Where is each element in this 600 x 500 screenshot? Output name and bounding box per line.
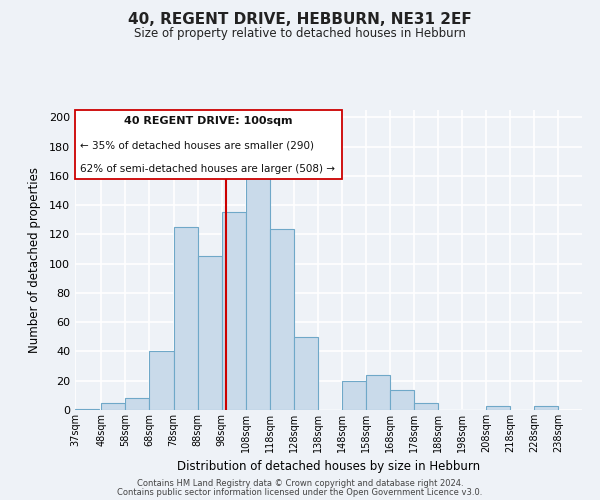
Text: 62% of semi-detached houses are larger (508) →: 62% of semi-detached houses are larger (… (80, 164, 335, 174)
Bar (293, 337, 317, 410)
Bar (486, 406, 510, 410)
Text: 40, REGENT DRIVE, HEBBURN, NE31 2EF: 40, REGENT DRIVE, HEBBURN, NE31 2EF (128, 12, 472, 28)
Bar (414, 402, 438, 410)
Text: Size of property relative to detached houses in Hebburn: Size of property relative to detached ho… (134, 28, 466, 40)
Bar (390, 390, 414, 410)
Bar (366, 375, 390, 410)
Bar (173, 227, 197, 410)
Bar (534, 406, 558, 410)
Bar (125, 398, 149, 410)
Text: Contains HM Land Registry data © Crown copyright and database right 2024.: Contains HM Land Registry data © Crown c… (137, 478, 463, 488)
Bar (149, 352, 173, 410)
Bar (221, 212, 245, 410)
Bar (342, 380, 366, 410)
Y-axis label: Number of detached properties: Number of detached properties (28, 167, 41, 353)
Bar (245, 164, 269, 410)
FancyBboxPatch shape (75, 110, 342, 179)
Bar (197, 256, 221, 410)
Text: ← 35% of detached houses are smaller (290): ← 35% of detached houses are smaller (29… (80, 140, 314, 150)
Text: Contains public sector information licensed under the Open Government Licence v3: Contains public sector information licen… (118, 488, 482, 497)
Bar (101, 402, 125, 410)
Bar (269, 228, 293, 410)
Bar (75, 408, 99, 410)
X-axis label: Distribution of detached houses by size in Hebburn: Distribution of detached houses by size … (177, 460, 480, 473)
Text: 40 REGENT DRIVE: 100sqm: 40 REGENT DRIVE: 100sqm (124, 116, 293, 126)
